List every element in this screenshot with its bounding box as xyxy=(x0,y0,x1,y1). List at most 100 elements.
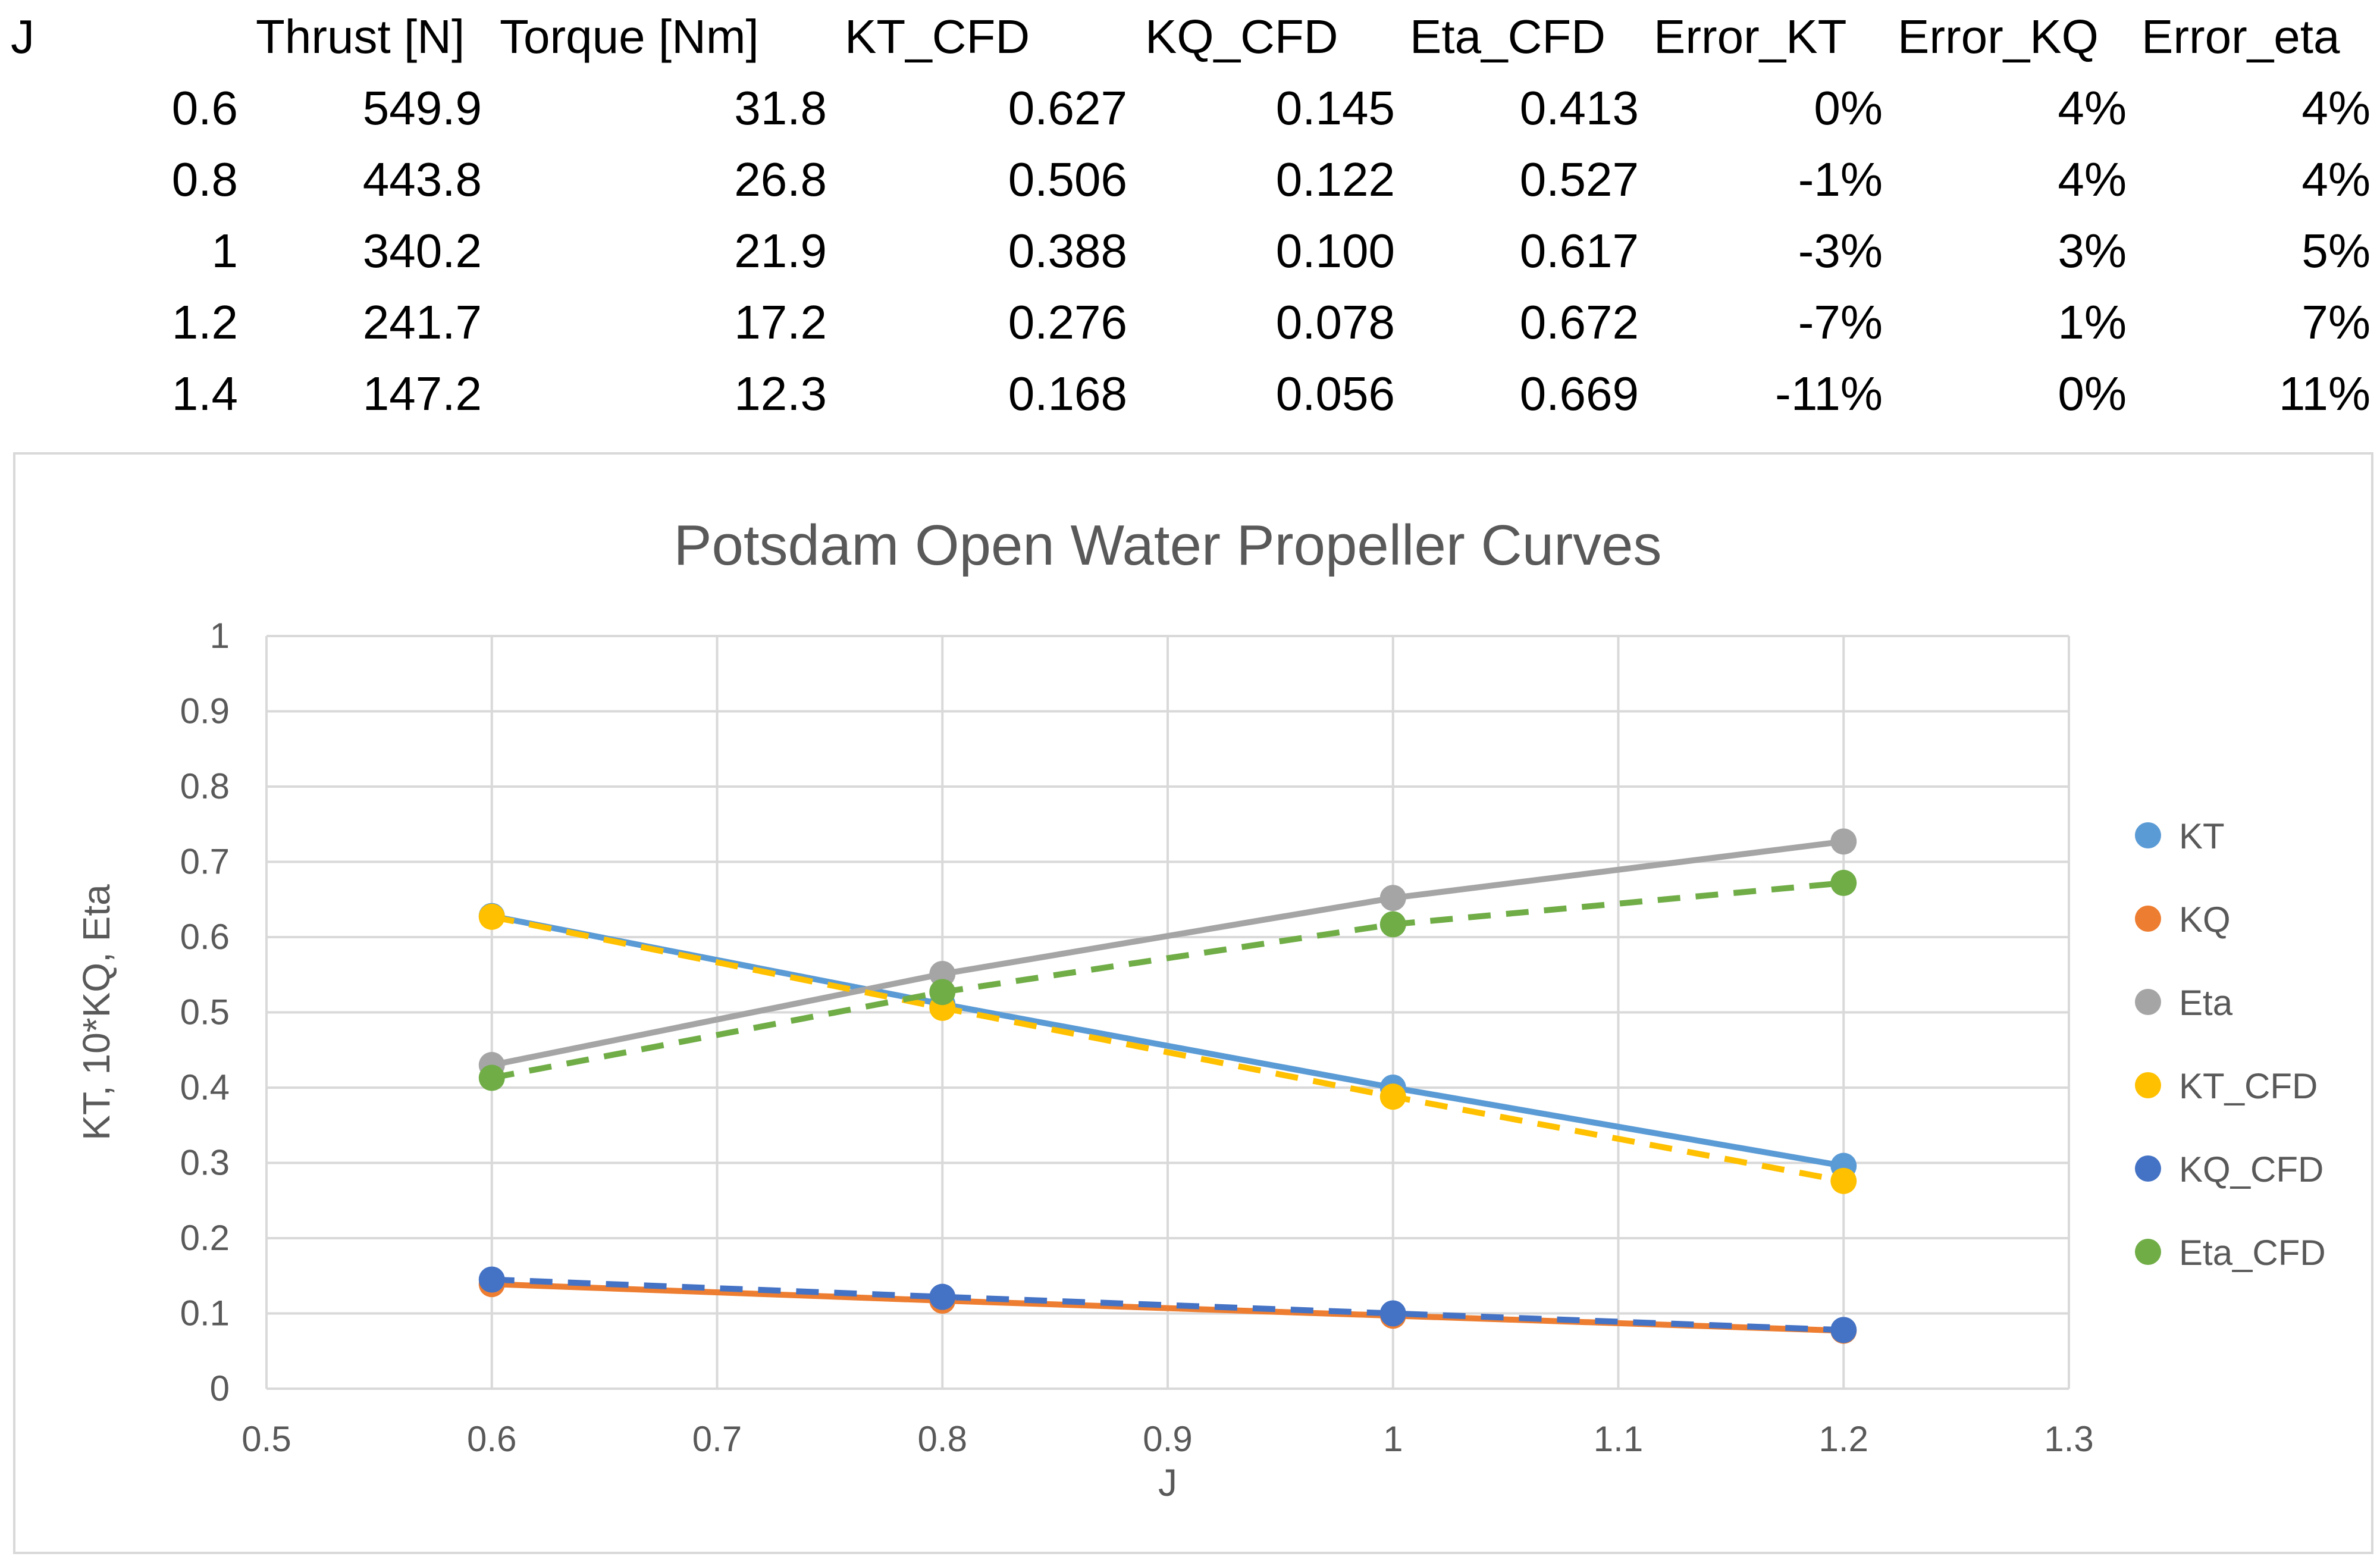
table-header-cell: Eta_CFD xyxy=(1410,10,1606,63)
y-tick-label: 0.6 xyxy=(180,917,230,957)
chart-title: Potsdam Open Water Propeller Curves xyxy=(673,513,1661,577)
legend-marker xyxy=(2135,1239,2161,1265)
series-line-eta-cfd xyxy=(491,879,1844,1081)
table-cell: 11% xyxy=(2278,367,2370,420)
y-tick-label: 0.9 xyxy=(180,691,230,731)
table-cell: 0.672 xyxy=(1519,296,1639,349)
data-point-kq-cfd xyxy=(478,1266,505,1293)
table-cell: -3% xyxy=(1798,224,1883,277)
table-cell: 0.388 xyxy=(1008,224,1127,277)
table-cell: 0.276 xyxy=(1008,296,1127,349)
x-tick-label: 0.5 xyxy=(242,1419,291,1459)
table-cell: 340.2 xyxy=(362,224,482,277)
table-cell: 0.6 xyxy=(171,82,238,134)
data-point-eta-cfd xyxy=(478,1064,505,1091)
table-cell: 0% xyxy=(1814,82,1883,134)
x-tick-label: 1.2 xyxy=(1819,1419,1868,1459)
table-cell: 549.9 xyxy=(362,82,482,134)
data-point-eta-cfd xyxy=(1830,869,1857,896)
y-tick-label: 0.5 xyxy=(180,992,230,1032)
table-cell: 1.2 xyxy=(171,296,238,349)
legend-marker xyxy=(2135,1072,2161,1098)
x-tick-label: 1 xyxy=(1383,1419,1403,1459)
x-tick-label: 0.8 xyxy=(918,1419,967,1459)
table-header-cell: Error_KQ xyxy=(1898,10,2099,63)
table-header-cell: Thrust [N] xyxy=(256,10,465,63)
table-cell: 0.413 xyxy=(1519,82,1639,134)
table-cell: 17.2 xyxy=(734,296,827,349)
table-cell: 0.669 xyxy=(1519,367,1639,420)
legend-label: KQ_CFD xyxy=(2179,1150,2323,1189)
y-tick-label: 1 xyxy=(210,616,230,656)
data-point-eta xyxy=(929,960,956,987)
table-cell: -1% xyxy=(1798,153,1883,206)
table-header-cell: J xyxy=(11,10,35,63)
x-tick-label: 1.3 xyxy=(2044,1419,2093,1459)
table-cell: 4% xyxy=(2058,153,2127,206)
data-table: J Thrust [N] Torque [Nm] KT_CFD KQ_CFD Eta_CF… xyxy=(0,0,2380,428)
y-axis-label: KT, 10*KQ, Eta xyxy=(75,884,118,1141)
table-cell: 4% xyxy=(2301,82,2370,134)
y-tick-label: 0.2 xyxy=(180,1218,230,1258)
table-cell: 0.506 xyxy=(1008,153,1127,206)
series-line-kt-cfd xyxy=(491,913,1845,1184)
legend-marker xyxy=(2135,822,2161,848)
legend-label: KT xyxy=(2179,816,2225,856)
chart: Potsdam Open Water Propeller Curves 0 0.1 0… xyxy=(75,513,2326,1504)
data-point-kq-cfd xyxy=(1379,1300,1406,1327)
table-cell: 7% xyxy=(2301,296,2370,349)
x-tick-label: 1.1 xyxy=(1594,1419,1643,1459)
data-point-eta-cfd xyxy=(929,979,956,1006)
table-cell: 241.7 xyxy=(362,296,482,349)
data-point-eta xyxy=(1379,885,1406,912)
data-point-kq-cfd xyxy=(1830,1317,1857,1343)
data-point-kt-cfd xyxy=(1830,1167,1857,1194)
table-cell: -11% xyxy=(1775,367,1883,420)
y-tick-label: 0.7 xyxy=(180,842,230,882)
table-cell: 3% xyxy=(2058,224,2127,277)
table-cell: 21.9 xyxy=(734,224,827,277)
table-cell: 0.527 xyxy=(1519,153,1639,206)
table-cell: 26.8 xyxy=(734,153,827,206)
legend-marker xyxy=(2135,906,2161,932)
series-line-eta xyxy=(488,838,1847,1069)
table-cell: 1% xyxy=(2058,296,2127,349)
legend-label: Eta xyxy=(2179,983,2233,1023)
y-tick-label: 0 xyxy=(210,1368,230,1408)
table-cell: 4% xyxy=(2301,153,2370,206)
table-cell: 147.2 xyxy=(362,367,482,420)
table-header-cell: KT_CFD xyxy=(845,10,1030,63)
table-cell: 1.4 xyxy=(171,367,238,420)
table-header-cell: Error_KT xyxy=(1654,10,1847,63)
table-cell: 0.122 xyxy=(1275,153,1395,206)
table-cell: 12.3 xyxy=(734,367,827,420)
y-tick-label: 0.1 xyxy=(180,1293,230,1333)
legend-label: KT_CFD xyxy=(2179,1066,2318,1106)
x-tick-label: 0.6 xyxy=(467,1419,516,1459)
chart-panel: Potsdam Open Water Propeller Curves 0 0.1 0… xyxy=(13,452,2373,1554)
x-tick-label: 0.7 xyxy=(692,1419,742,1459)
table-header-cell: KQ_CFD xyxy=(1145,10,1338,63)
y-tick-label: 0.8 xyxy=(180,766,230,806)
table-cell: 0.100 xyxy=(1275,224,1395,277)
legend-marker xyxy=(2135,989,2161,1015)
table-cell: 443.8 xyxy=(362,153,482,206)
y-tick-label: 0.4 xyxy=(180,1067,230,1107)
data-point-kt-cfd xyxy=(478,903,505,930)
legend-label: Eta_CFD xyxy=(2179,1233,2326,1273)
table-cell: -7% xyxy=(1798,296,1883,349)
y-tick-label: 0.3 xyxy=(180,1143,230,1183)
legend-marker xyxy=(2135,1155,2161,1182)
table-cell: 0.617 xyxy=(1519,224,1639,277)
table-header-cell: Torque [Nm] xyxy=(500,10,759,63)
table-cell: 1 xyxy=(211,224,239,277)
table-cell: 0.627 xyxy=(1008,82,1127,134)
table-cell: 0.078 xyxy=(1275,296,1395,349)
table-cell: 0% xyxy=(2058,367,2127,420)
table-cell: 5% xyxy=(2301,224,2370,277)
table-cell: 0.8 xyxy=(171,153,238,206)
series-line-kq xyxy=(488,1281,1847,1334)
data-point-kq-cfd xyxy=(929,1283,956,1310)
legend-label: KQ xyxy=(2179,900,2231,939)
data-point-eta xyxy=(1830,828,1857,855)
